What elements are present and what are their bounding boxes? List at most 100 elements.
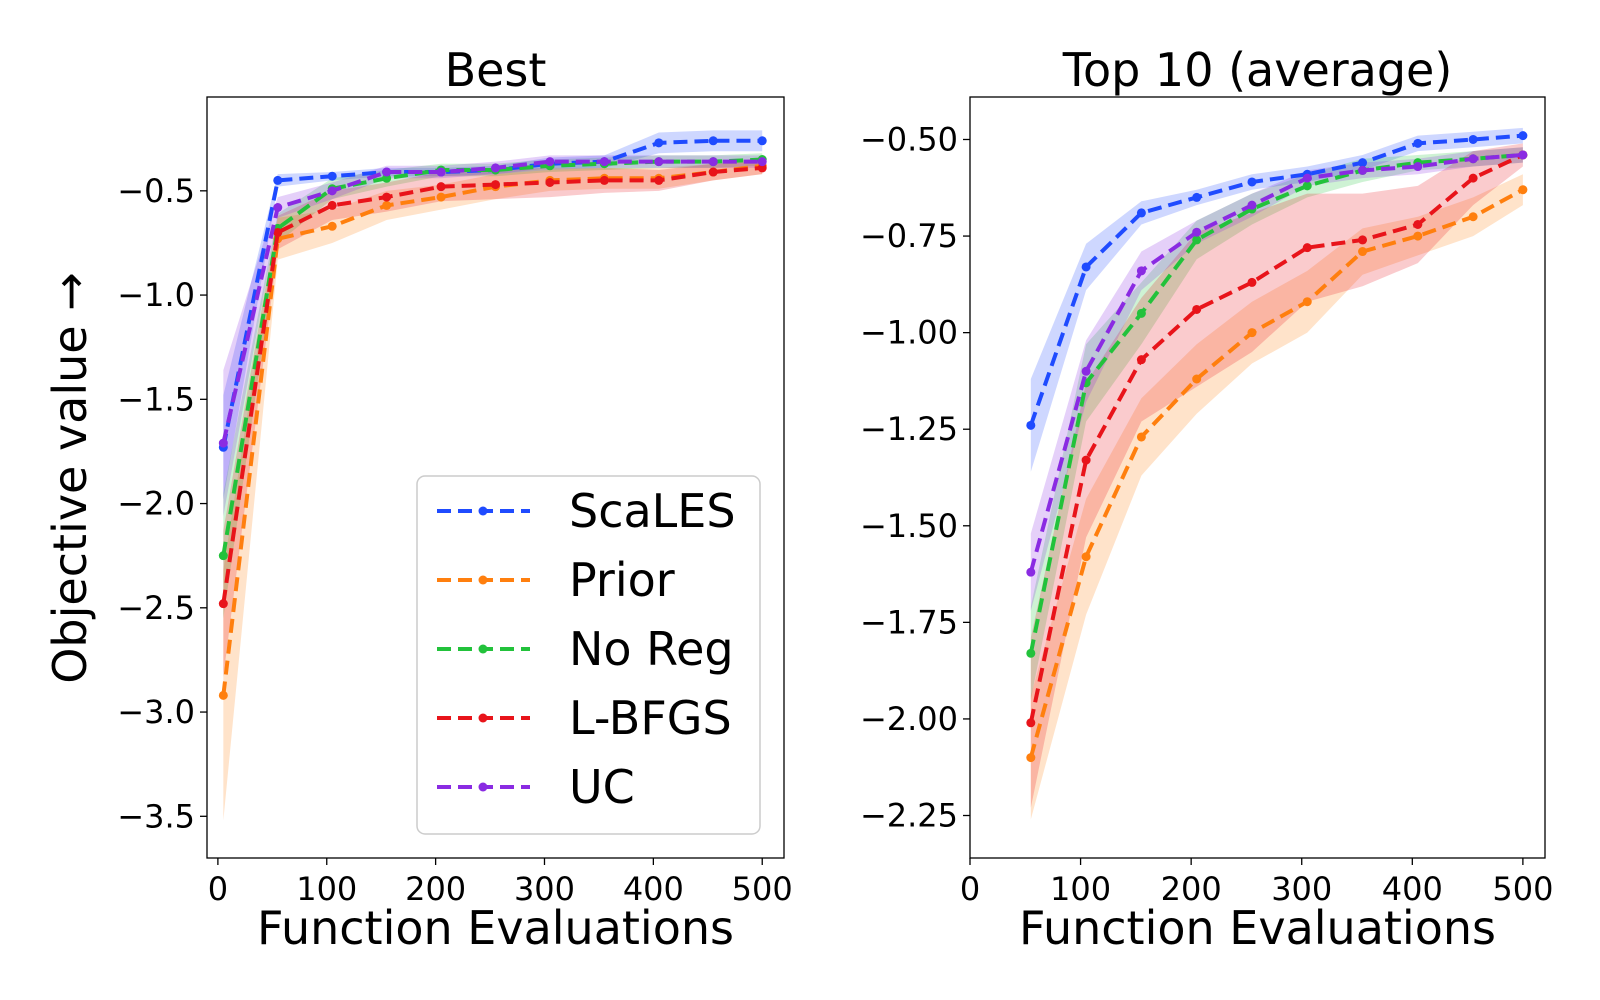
point-no-reg	[1192, 235, 1202, 245]
point-uc	[1413, 162, 1423, 172]
point-scales	[273, 175, 283, 185]
point-l-bfgs	[436, 182, 446, 192]
point-prior	[1302, 297, 1312, 307]
point-l-bfgs	[1081, 455, 1091, 465]
axes-frame	[206, 96, 785, 859]
point-no-reg	[1026, 648, 1036, 658]
point-uc	[545, 157, 555, 167]
point-l-bfgs	[1026, 718, 1036, 728]
point-scales	[1518, 131, 1528, 141]
point-l-bfgs	[1247, 277, 1257, 287]
x-axis-label: Function Evaluations	[257, 901, 734, 955]
point-prior	[1136, 432, 1146, 442]
point-no-reg	[382, 173, 392, 183]
point-prior	[436, 192, 446, 202]
point-uc	[708, 157, 718, 167]
point-no-reg	[1302, 181, 1312, 191]
point-l-bfgs	[757, 163, 767, 173]
panel-best: Best 0 100 200 300 400 500 −3.5 −3.0 −2.5 −2.0 −1.5…	[117, 43, 792, 955]
chart-title: Top 10 (average)	[1062, 43, 1453, 97]
point-scales	[1192, 192, 1202, 202]
point-l-bfgs	[545, 177, 555, 187]
point-no-reg	[218, 551, 228, 561]
legend-marker-uc	[478, 782, 488, 792]
point-prior	[1192, 374, 1202, 384]
point-uc	[436, 167, 446, 177]
point-prior	[1247, 328, 1257, 338]
point-l-bfgs	[599, 175, 609, 185]
point-uc	[1358, 165, 1368, 175]
point-uc	[1518, 150, 1528, 160]
point-scales	[1468, 134, 1478, 144]
y-tick-label: −0.75	[860, 217, 958, 255]
legend-marker-scales	[478, 506, 488, 516]
chart-title: Best	[445, 43, 547, 97]
band-scales	[1030, 127, 1523, 472]
x-tick-label: 200	[405, 870, 466, 908]
point-prior	[1358, 247, 1368, 257]
band-prior	[223, 157, 763, 821]
series-line-no-reg	[221, 157, 763, 557]
y-tick-label: −1.5	[117, 380, 195, 418]
point-scales	[1247, 177, 1257, 187]
series-line-uc	[1028, 152, 1524, 573]
x-tick-label: 0	[208, 870, 228, 908]
y-tick-label: −0.50	[860, 120, 958, 158]
series-line-l-bfgs	[1028, 153, 1524, 724]
point-scales	[654, 138, 664, 148]
y-tick-label: −0.5	[117, 172, 195, 210]
point-scales	[1413, 138, 1423, 148]
point-prior	[218, 690, 228, 700]
point-scales	[1026, 420, 1036, 430]
x-tick-label: 0	[960, 870, 980, 908]
point-l-bfgs	[273, 228, 283, 238]
y-tick-label: −1.00	[860, 314, 958, 352]
point-scales	[757, 136, 767, 146]
y-tick-label: −2.00	[860, 700, 958, 738]
point-prior	[327, 221, 337, 231]
point-uc	[273, 203, 283, 213]
point-scales	[1358, 158, 1368, 168]
point-scales	[1081, 262, 1091, 272]
band-l-bfgs	[1030, 143, 1523, 808]
point-l-bfgs	[654, 175, 664, 185]
point-uc	[599, 157, 609, 167]
point-l-bfgs	[1192, 304, 1202, 314]
point-scales	[327, 171, 337, 181]
point-prior	[1026, 753, 1036, 763]
point-uc	[218, 438, 228, 448]
point-l-bfgs	[1136, 355, 1146, 365]
band-prior	[1030, 174, 1523, 820]
point-uc	[1136, 266, 1146, 276]
point-uc	[382, 167, 392, 177]
point-l-bfgs	[1358, 235, 1368, 245]
point-l-bfgs	[218, 599, 228, 609]
point-no-reg	[1136, 308, 1146, 318]
x-tick-label: 100	[1050, 870, 1111, 908]
legend-label-scales: ScaLES	[569, 484, 736, 538]
legend-marker-no-reg	[478, 644, 488, 654]
legend-label-uc: UC	[569, 760, 635, 814]
point-uc	[654, 157, 664, 167]
point-scales	[1136, 208, 1146, 218]
point-uc	[1192, 227, 1202, 237]
legend-marker-prior	[478, 575, 488, 585]
point-l-bfgs	[382, 192, 392, 202]
point-prior	[1518, 185, 1528, 195]
y-tick-label: −3.5	[117, 797, 195, 835]
x-tick-label: 500	[1492, 870, 1553, 908]
point-uc	[1247, 200, 1257, 210]
legend-box	[416, 475, 761, 835]
point-uc	[1468, 154, 1478, 164]
band-no-reg	[1030, 147, 1523, 700]
panel-top10-average: Top 10 (average) 0 100 200 300 400 500 −2.25 −2.…	[860, 43, 1553, 955]
x-axis-label: Function Evaluations	[1019, 901, 1496, 955]
point-l-bfgs	[1302, 243, 1312, 253]
legend: ScaLES Prior No Reg L-BFGS UC	[416, 475, 761, 835]
point-prior	[382, 200, 392, 210]
x-tick-label: 200	[1161, 870, 1222, 908]
point-l-bfgs	[1413, 219, 1423, 229]
y-tick-label: −1.0	[117, 276, 195, 314]
legend-marker-l-bfgs	[478, 713, 488, 723]
